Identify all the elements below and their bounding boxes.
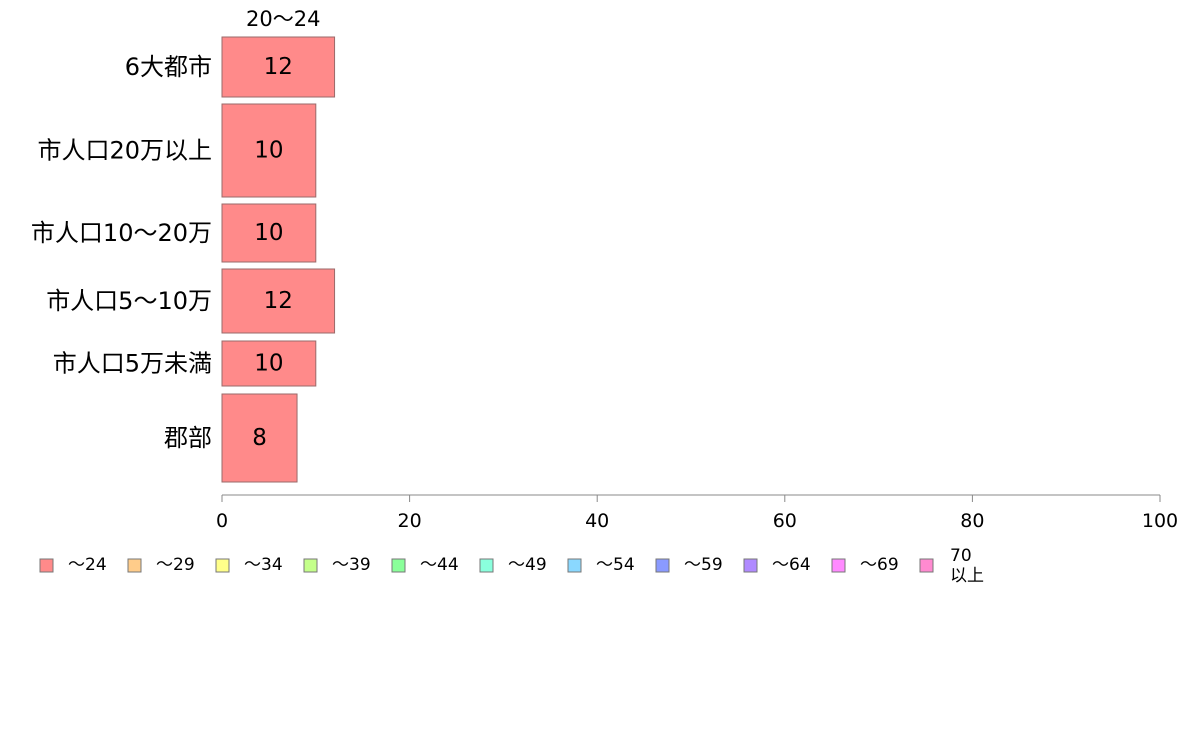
bar-value-label: 10 <box>254 138 283 164</box>
bar <box>221 340 317 387</box>
x-tick-label: 100 <box>1142 510 1178 532</box>
bar <box>221 36 336 98</box>
bar-value-label: 12 <box>264 288 293 314</box>
category-label: 郡部 <box>164 424 212 452</box>
bar <box>221 393 298 483</box>
x-tick-label: 40 <box>585 510 609 532</box>
category-label: 6大都市 <box>125 53 212 81</box>
legend-label: ～29 <box>156 555 195 575</box>
legend-swatch <box>39 558 54 573</box>
x-tick-label: 60 <box>773 510 797 532</box>
bar <box>221 103 317 198</box>
bars-layer: 20～24 6大都市 12 市人口20万以上 10 市人口10～20万 10 市人口5～10万… <box>31 7 336 483</box>
bar-value-label: 10 <box>254 220 283 246</box>
x-tick-label: 20 <box>398 510 422 532</box>
legend-label: ～34 <box>244 555 283 575</box>
legend-label: ～49 <box>508 555 547 575</box>
category-label: 市人口5万未満 <box>53 350 212 378</box>
bar-value-label: 12 <box>264 54 293 80</box>
legend-label: ～59 <box>684 555 723 575</box>
category-label: 市人口10～20万 <box>31 219 212 247</box>
x-axis: 0 20 40 60 80 100 <box>216 494 1178 532</box>
legend-swatch <box>303 558 318 573</box>
legend-swatch <box>479 558 494 573</box>
legend-swatch <box>655 558 670 573</box>
category-label: 市人口5～10万 <box>46 287 212 315</box>
bar-value-label: 10 <box>254 351 283 377</box>
bar <box>221 268 336 334</box>
x-tick-label: 80 <box>960 510 984 532</box>
bar-value-label: 8 <box>252 425 267 451</box>
category-label: 市人口20万以上 <box>37 137 212 165</box>
legend-label: ～39 <box>332 555 371 575</box>
legend-swatch <box>919 558 934 573</box>
legend-swatch <box>831 558 846 573</box>
x-tick-label: 0 <box>216 510 228 532</box>
legend-label: 70 以上 <box>950 546 984 586</box>
legend-label: ～69 <box>860 555 899 575</box>
legend-swatch <box>743 558 758 573</box>
series-label: 20～24 <box>246 7 320 31</box>
legend-swatch <box>127 558 142 573</box>
legend-swatch <box>567 558 582 573</box>
legend-label: ～24 <box>68 555 107 575</box>
legend: ～24 ～29 ～34 ～39 ～44 ～49 ～54 ～59 ～64 ～69 70 以上 <box>39 546 984 586</box>
legend-swatch <box>215 558 230 573</box>
legend-swatch <box>391 558 406 573</box>
legend-label: ～64 <box>772 555 811 575</box>
bar <box>221 203 317 263</box>
legend-label: ～44 <box>420 555 459 575</box>
legend-label: ～54 <box>596 555 635 575</box>
